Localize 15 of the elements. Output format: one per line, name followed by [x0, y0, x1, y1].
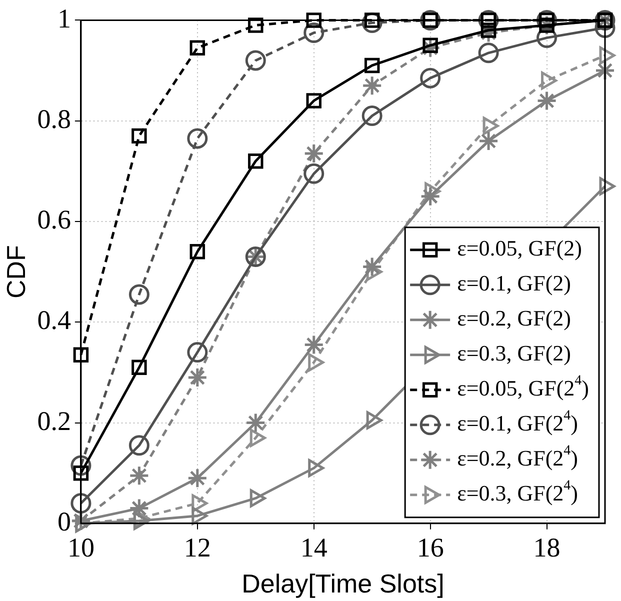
- y-tick-label: 0.4: [37, 305, 72, 336]
- x-tick-label: 16: [416, 532, 444, 563]
- legend-label: ε=0.05, GF(2): [457, 236, 582, 261]
- legend-label: ε=0.3, GF(2): [457, 340, 571, 366]
- y-tick-label: 0.8: [37, 104, 71, 134]
- y-tick-label: 0.2: [37, 406, 71, 436]
- y-tick-label: 0.6: [37, 204, 71, 235]
- legend-label: ε=0.1, GF(2): [457, 270, 571, 296]
- x-tick-label: 14: [300, 532, 328, 563]
- x-tick-label: 18: [533, 532, 560, 563]
- x-tick-label: 12: [184, 532, 211, 563]
- y-axis-title: CDF: [0, 245, 31, 299]
- legend-label: ε=0.2, GF(2): [457, 306, 571, 331]
- x-axis-title: Delay[Time Slots]: [242, 568, 444, 599]
- y-tick-label: 1: [57, 3, 71, 34]
